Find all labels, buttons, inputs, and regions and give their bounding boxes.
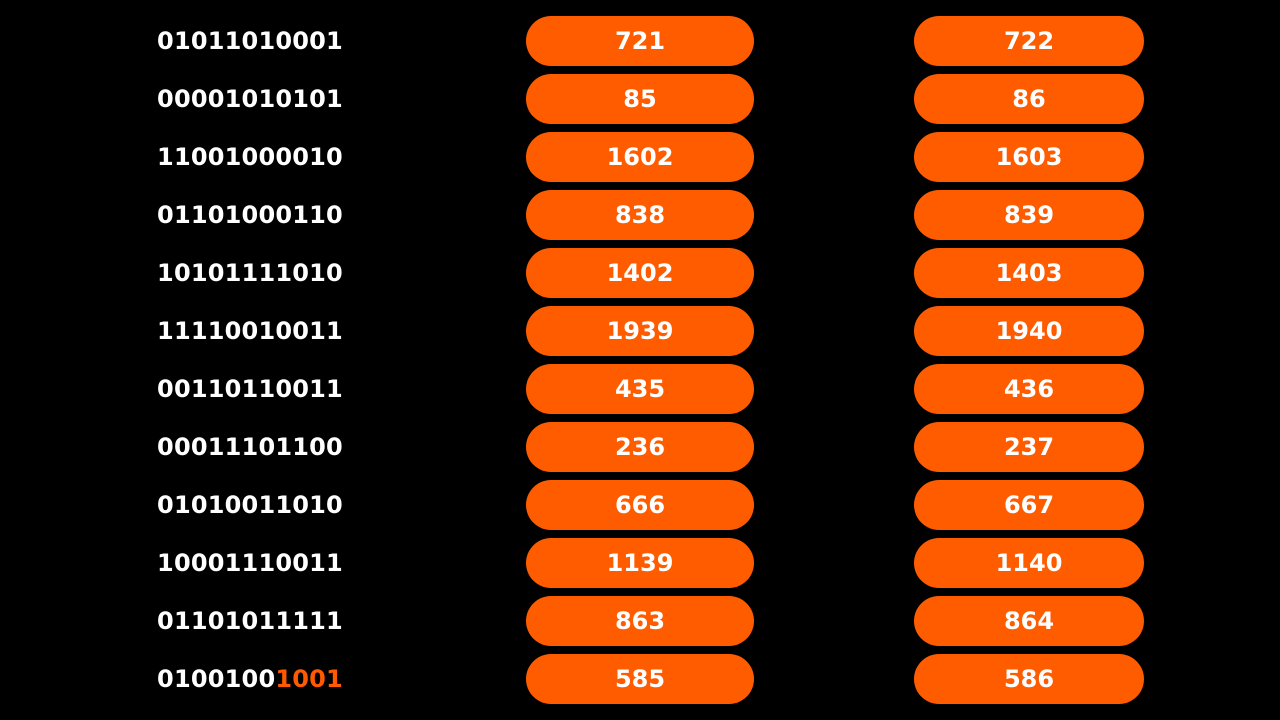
binary-value: 00110110011: [120, 360, 380, 418]
binary-value: 01001001001: [120, 650, 380, 708]
decimal-value-pill: 85: [526, 74, 754, 124]
table-row: 01011010001 721 722: [0, 12, 1280, 70]
next-value-pill: 839: [914, 190, 1144, 240]
binary-digits: 00110110011: [157, 375, 343, 403]
decimal-value-pill: 1602: [526, 132, 754, 182]
next-value-pill: 586: [914, 654, 1144, 704]
next-value-pill: 1140: [914, 538, 1144, 588]
table-row: 01101011111 863 864: [0, 592, 1280, 650]
next-value-pill: 667: [914, 480, 1144, 530]
decimal-value-pill: 721: [526, 16, 754, 66]
binary-value: 00001010101: [120, 70, 380, 128]
binary-highlight: 1001: [275, 665, 343, 693]
table-row: 10101111010 1402 1403: [0, 244, 1280, 302]
binary-digits: 10001110011: [157, 549, 343, 577]
decimal-value-pill: 435: [526, 364, 754, 414]
decimal-value-pill: 1939: [526, 306, 754, 356]
next-value-pill: 864: [914, 596, 1144, 646]
table-row: 01001001001 585 586: [0, 650, 1280, 708]
binary-digits: 10101111010: [157, 259, 343, 287]
binary-value: 10001110011: [120, 534, 380, 592]
next-value-pill: 86: [914, 74, 1144, 124]
binary-digits: 01101000110: [157, 201, 343, 229]
decimal-value-pill: 666: [526, 480, 754, 530]
table-row: 11110010011 1939 1940: [0, 302, 1280, 360]
decimal-value-pill: 863: [526, 596, 754, 646]
table-row: 11001000010 1602 1603: [0, 128, 1280, 186]
table-row: 01010011010 666 667: [0, 476, 1280, 534]
binary-value: 10101111010: [120, 244, 380, 302]
next-value-pill: 1403: [914, 248, 1144, 298]
decimal-value-pill: 838: [526, 190, 754, 240]
binary-digits: 11110010011: [157, 317, 343, 345]
binary-digits: 01010011010: [157, 491, 343, 519]
decimal-value-pill: 585: [526, 654, 754, 704]
table-row: 01101000110 838 839: [0, 186, 1280, 244]
binary-value: 01011010001: [120, 12, 380, 70]
binary-value: 01010011010: [120, 476, 380, 534]
next-value-pill: 1603: [914, 132, 1144, 182]
binary-value: 11001000010: [120, 128, 380, 186]
binary-value: 01101011111: [120, 592, 380, 650]
next-value-pill: 237: [914, 422, 1144, 472]
binary-digits: 00001010101: [157, 85, 343, 113]
table-row: 00001010101 85 86: [0, 70, 1280, 128]
binary-value: 01101000110: [120, 186, 380, 244]
next-value-pill: 1940: [914, 306, 1144, 356]
next-value-pill: 722: [914, 16, 1144, 66]
decimal-value-pill: 236: [526, 422, 754, 472]
binary-digits: 00011101100: [157, 433, 343, 461]
binary-digits: 0100100: [157, 665, 276, 693]
next-value-pill: 436: [914, 364, 1144, 414]
binary-value: 11110010011: [120, 302, 380, 360]
table-row: 00110110011 435 436: [0, 360, 1280, 418]
binary-digits: 01011010001: [157, 27, 343, 55]
decimal-value-pill: 1139: [526, 538, 754, 588]
table-row: 10001110011 1139 1140: [0, 534, 1280, 592]
table-row: 00011101100 236 237: [0, 418, 1280, 476]
binary-digits: 01101011111: [157, 607, 343, 635]
binary-digits: 11001000010: [157, 143, 343, 171]
decimal-value-pill: 1402: [526, 248, 754, 298]
binary-value: 00011101100: [120, 418, 380, 476]
